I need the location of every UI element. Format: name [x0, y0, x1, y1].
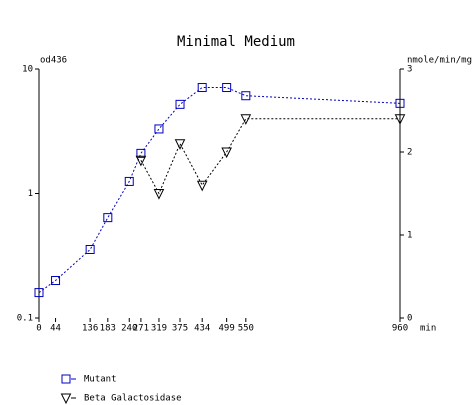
marker [153, 189, 165, 200]
marker [103, 213, 113, 223]
x-axis-label: min [420, 324, 436, 334]
chart-title: Minimal Medium [177, 34, 295, 50]
marker [197, 83, 207, 93]
marker [34, 288, 44, 298]
series-line [140, 118, 400, 195]
marker [174, 139, 186, 150]
x-tick-label: 0 [36, 324, 41, 334]
y2-tick-label: 3 [407, 65, 412, 75]
y2-tick-label: 0 [407, 314, 412, 324]
x-tick-label: 550 [238, 324, 254, 334]
x-tick-label: 499 [219, 324, 235, 334]
marker [85, 244, 95, 254]
x-tick-label: 183 [100, 324, 116, 334]
marker [136, 148, 146, 158]
x-tick-label: 240 [121, 324, 137, 334]
marker [175, 99, 185, 109]
marker [124, 176, 134, 186]
x-tick-label: 434 [194, 324, 210, 334]
marker [196, 180, 208, 192]
x-tick-label: 375 [172, 324, 188, 334]
y2-tick-label: 2 [407, 148, 412, 158]
y-tick-label: 1 [28, 189, 33, 199]
marker [51, 276, 61, 286]
marker [240, 114, 252, 125]
marker [154, 124, 164, 134]
y-tick-label: 0.1 [17, 314, 33, 324]
x-tick-label: 319 [151, 324, 167, 334]
marker [222, 83, 232, 93]
marker [221, 147, 232, 159]
y2-axis-label: nmole/min/mg [407, 56, 472, 66]
marker [241, 91, 251, 101]
x-tick-label: 271 [133, 324, 149, 334]
y-axis-label: od436 [40, 56, 67, 66]
x-tick-label: 44 [50, 324, 61, 334]
marker [395, 98, 405, 108]
marker [394, 114, 406, 125]
y2-tick-label: 1 [407, 231, 412, 241]
marker [135, 155, 147, 167]
legend-marker [60, 393, 72, 405]
y-tick-label: 10 [22, 65, 33, 75]
x-tick-label: 136 [82, 324, 98, 334]
legend-label: Mutant [84, 375, 117, 385]
legend-label: Beta Galactosidase [84, 394, 182, 404]
x-tick-label: 960 [392, 324, 408, 334]
legend-marker [61, 374, 71, 384]
series-line [38, 87, 401, 293]
